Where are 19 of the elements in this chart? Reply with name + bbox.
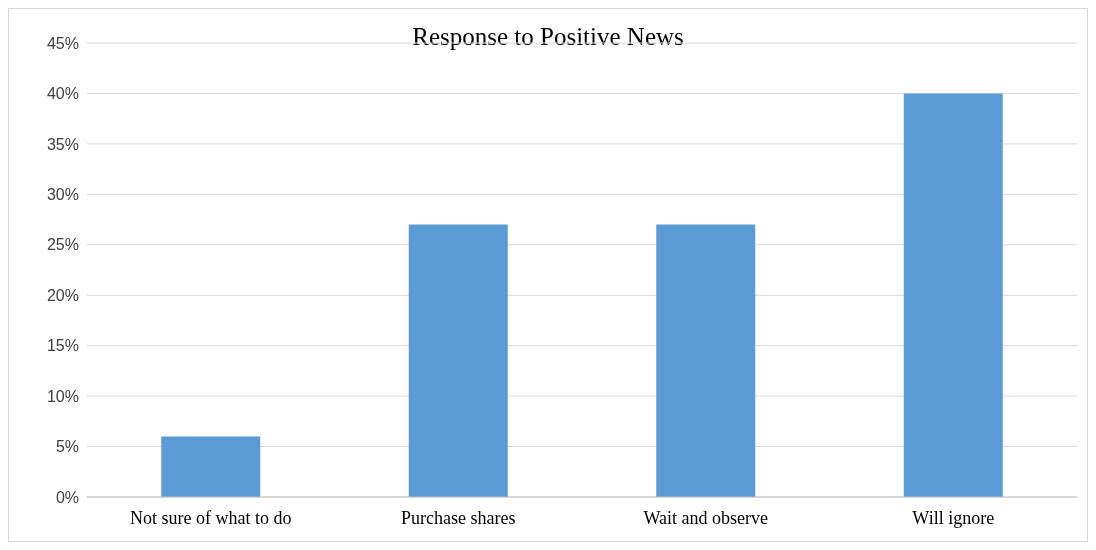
y-tick-label: 5%: [55, 438, 79, 456]
y-tick-label: 40%: [46, 85, 79, 103]
x-tick-label: Wait and observe: [643, 507, 769, 528]
y-tick-label: 10%: [46, 387, 79, 405]
y-tick-label: 45%: [46, 34, 79, 52]
bar: [408, 224, 508, 497]
y-tick-label: 30%: [46, 186, 79, 204]
y-tick-label: 15%: [46, 337, 79, 355]
y-tick-label: 0%: [55, 488, 79, 506]
chart-title: Response to Positive News: [412, 23, 684, 50]
y-tick-label: 35%: [46, 135, 79, 153]
x-tick-label: Purchase shares: [401, 507, 516, 528]
bar: [161, 436, 261, 497]
x-tick-label: Will ignore: [912, 507, 995, 528]
y-tick-label: 20%: [46, 286, 79, 304]
bar: [656, 224, 756, 497]
y-tick-label: 25%: [46, 236, 79, 254]
x-tick-label: Not sure of what to do: [130, 507, 292, 528]
bar: [903, 93, 1003, 497]
